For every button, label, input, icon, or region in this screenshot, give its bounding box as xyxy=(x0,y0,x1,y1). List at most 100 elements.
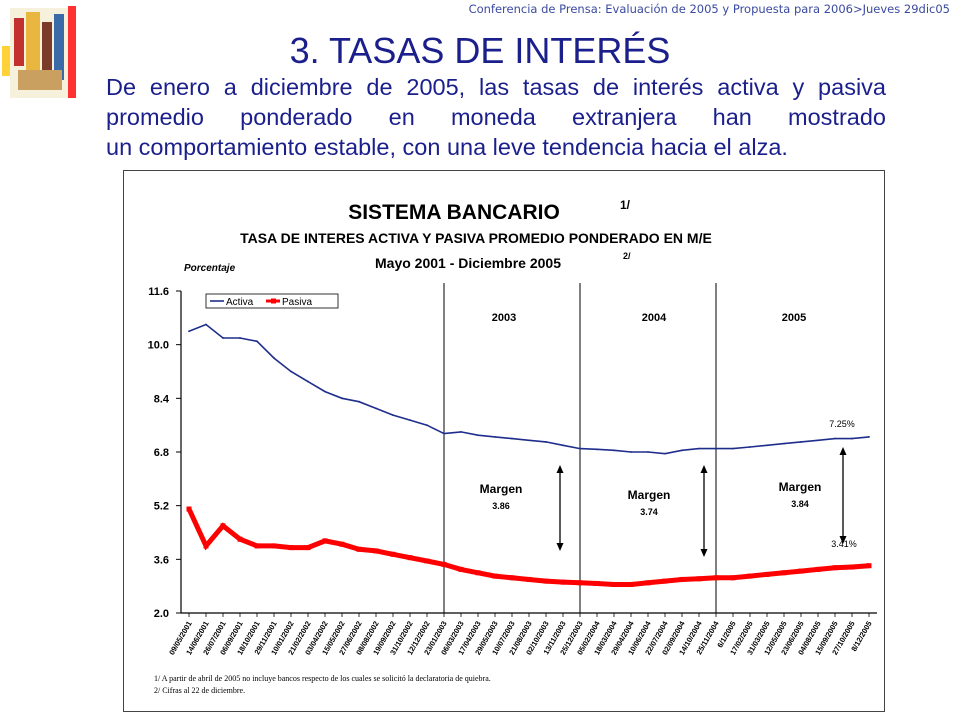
data-point-activa xyxy=(222,337,224,339)
legend-label-activa: Activa xyxy=(226,297,254,308)
data-point-activa xyxy=(392,414,394,417)
data-point-activa xyxy=(307,380,309,383)
margin-label: Margen xyxy=(628,488,671,502)
data-point-pasiva xyxy=(747,573,753,579)
data-point-activa xyxy=(579,447,581,450)
data-point-pasiva xyxy=(594,580,600,586)
data-point-pasiva xyxy=(662,578,668,584)
data-point-pasiva xyxy=(203,543,209,549)
intro-line-1: De enero a diciembre de 2005, las tasas … xyxy=(106,74,886,130)
data-point-activa xyxy=(205,323,207,326)
footnote-2: 2/ Cifras al 22 de diciembre. xyxy=(154,686,245,695)
data-point-activa xyxy=(613,449,615,452)
data-point-pasiva xyxy=(866,563,872,569)
margin-label: Margen xyxy=(779,480,822,494)
data-point-pasiva xyxy=(305,545,311,551)
footnote-1: 1/ A partir de abril de 2005 no incluye … xyxy=(154,674,491,683)
data-point-pasiva xyxy=(339,541,345,547)
data-point-pasiva xyxy=(492,573,498,579)
margin-arrow-head-down xyxy=(556,543,564,551)
y-tick-label: 10.0 xyxy=(148,340,169,352)
data-point-pasiva xyxy=(577,580,583,586)
data-point-activa xyxy=(273,357,275,359)
y-tick-label: 6.8 xyxy=(154,447,169,459)
data-point-pasiva xyxy=(458,566,464,572)
data-point-activa xyxy=(511,437,513,440)
data-point-pasiva xyxy=(373,548,379,554)
year-label: 2005 xyxy=(782,312,806,324)
data-point-activa xyxy=(324,390,326,393)
y-tick-label: 5.2 xyxy=(154,501,169,513)
intro-paragraph: De enero a diciembre de 2005, las tasas … xyxy=(106,72,886,162)
data-point-activa xyxy=(290,370,292,373)
data-point-pasiva xyxy=(322,538,328,544)
data-point-pasiva xyxy=(645,580,651,586)
chart-period-note: 2/ xyxy=(623,251,631,261)
chart-title: SISTEMA BANCARIO xyxy=(348,201,560,224)
data-point-activa xyxy=(851,437,853,440)
y-tick-label: 11.6 xyxy=(148,286,169,298)
legend-marker-pasiva xyxy=(271,298,276,304)
data-point-pasiva xyxy=(832,565,838,571)
margin-arrow-head-down xyxy=(700,549,708,557)
y-tick-label: 3.6 xyxy=(154,554,169,566)
data-point-pasiva xyxy=(407,555,413,561)
data-point-activa xyxy=(715,447,717,450)
series-line-activa xyxy=(188,323,870,455)
data-point-pasiva xyxy=(560,579,566,585)
year-label: 2003 xyxy=(492,312,516,324)
data-point-activa xyxy=(477,434,479,437)
data-point-activa xyxy=(749,446,751,448)
margin-value: 3.86 xyxy=(492,501,510,511)
data-point-activa xyxy=(256,340,258,343)
margin-arrow-head-up xyxy=(839,447,847,455)
margin-value: 3.84 xyxy=(791,499,809,509)
data-point-pasiva xyxy=(798,568,804,574)
chart-title-note: 1/ xyxy=(620,198,631,212)
margin-value: 3.74 xyxy=(640,507,658,517)
data-point-pasiva xyxy=(186,506,192,512)
data-point-pasiva xyxy=(730,575,736,581)
data-point-activa xyxy=(800,441,802,443)
data-point-activa xyxy=(630,451,632,453)
intro-line-2: un comportamiento estable, con una leve … xyxy=(106,134,788,160)
y-tick-label: 2.0 xyxy=(154,608,169,620)
data-point-pasiva xyxy=(254,543,260,549)
data-point-activa xyxy=(188,330,190,333)
data-point-activa xyxy=(409,419,411,422)
data-point-pasiva xyxy=(815,566,821,572)
data-point-activa xyxy=(358,400,360,403)
legend-label-pasiva: Pasiva xyxy=(282,297,312,308)
data-point-pasiva xyxy=(237,536,243,542)
data-point-activa xyxy=(834,437,836,440)
data-point-activa xyxy=(426,424,428,427)
chart-period: Mayo 2001 - Diciembre 2005 xyxy=(375,255,561,271)
data-point-pasiva xyxy=(475,570,481,576)
margin-arrow-head-up xyxy=(700,465,708,473)
data-point-pasiva xyxy=(220,523,226,529)
year-label: 2004 xyxy=(642,312,667,324)
data-point-pasiva xyxy=(441,561,447,567)
data-point-pasiva xyxy=(713,575,719,581)
data-point-pasiva xyxy=(288,545,294,551)
chart-frame: SISTEMA BANCARIO 1/TASA DE INTERES ACTIVA… xyxy=(123,170,885,712)
data-point-activa xyxy=(528,439,530,442)
interest-rate-chart: SISTEMA BANCARIO 1/TASA DE INTERES ACTIVA… xyxy=(148,198,877,695)
data-point-activa xyxy=(545,441,547,443)
data-point-activa xyxy=(443,432,445,435)
data-point-pasiva xyxy=(509,575,515,581)
data-point-activa xyxy=(460,430,462,433)
data-point-pasiva xyxy=(526,576,532,582)
data-point-activa xyxy=(664,452,666,455)
data-point-activa xyxy=(647,451,649,453)
conference-header: Conferencia de Prensa: Evaluación de 200… xyxy=(468,2,950,16)
data-point-activa xyxy=(766,444,768,447)
margin-label: Margen xyxy=(480,482,523,496)
y-tick-label: 8.4 xyxy=(154,393,170,405)
data-point-pasiva xyxy=(696,576,702,582)
annotation-activa-last: 7.25% xyxy=(829,419,855,429)
data-point-pasiva xyxy=(849,564,855,570)
annotation-pasiva-last: 3.41% xyxy=(831,539,857,549)
data-point-activa xyxy=(562,444,564,447)
data-point-pasiva xyxy=(424,558,430,564)
